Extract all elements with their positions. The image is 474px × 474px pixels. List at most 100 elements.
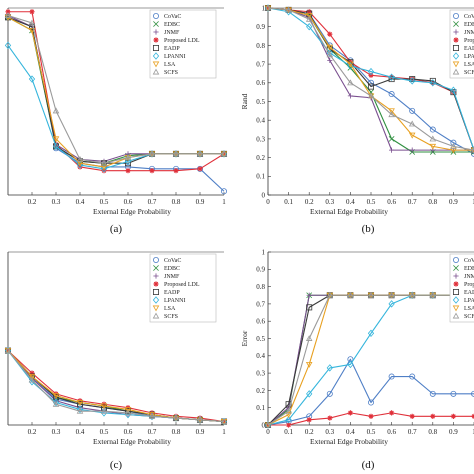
x-tick-label: 0.2	[305, 428, 314, 436]
data-point	[347, 62, 354, 70]
data-point	[77, 164, 83, 170]
y-tick-label: 0.3	[256, 370, 265, 378]
data-point	[76, 407, 84, 414]
y-tick-label: 0.2	[256, 154, 265, 162]
x-tick-label: 0.3	[52, 428, 61, 436]
legend-marker	[452, 61, 460, 68]
x-tick-label: 0.2	[28, 198, 37, 206]
x-tick-label: 0.3	[325, 198, 334, 206]
data-point	[450, 139, 457, 146]
data-point	[408, 291, 416, 298]
series-edbc	[265, 292, 474, 428]
data-point	[76, 160, 84, 167]
y-tick-label: 0.3	[256, 135, 265, 143]
y-axis-label: Error	[240, 330, 249, 346]
data-point	[429, 126, 436, 133]
x-tick-label: 0.4	[346, 428, 355, 436]
legend-marker	[153, 29, 159, 35]
y-tick-label: 0.4	[256, 352, 265, 360]
data-point	[124, 154, 132, 161]
data-point	[388, 291, 395, 298]
legend-marker	[453, 21, 459, 27]
legend-marker	[452, 12, 459, 19]
data-point	[305, 361, 313, 368]
data-point	[149, 168, 155, 174]
data-point	[450, 147, 457, 154]
data-point	[173, 168, 179, 174]
legend-entry: LPANNI	[164, 298, 185, 304]
series-line	[267, 358, 474, 426]
x-tick-label: 1	[472, 198, 474, 206]
data-point	[305, 15, 313, 22]
data-point	[76, 161, 84, 169]
data-point	[124, 409, 132, 416]
legend-entry: EADP	[164, 290, 180, 296]
data-point	[470, 146, 474, 153]
y-tick-label: 0.6	[256, 318, 265, 326]
series-covac	[264, 5, 474, 157]
series-proposed-ldl	[265, 410, 474, 428]
legend-entry: EADP	[464, 290, 474, 296]
data-point	[450, 390, 457, 397]
legend-entry: Proposed LDL	[164, 38, 200, 44]
panel-label: (b)	[362, 223, 375, 235]
y-axis-label: Rand	[240, 93, 249, 109]
data-point	[100, 165, 108, 173]
legend-marker	[452, 256, 459, 263]
legend-entry: EADP	[164, 46, 180, 52]
data-point	[148, 150, 156, 157]
data-point	[306, 9, 312, 15]
y-tick-label: 0.5	[256, 335, 265, 343]
data-point	[306, 292, 312, 298]
data-point	[429, 390, 436, 397]
legend-marker	[153, 37, 159, 43]
x-axis-label: External Edge Probability	[93, 207, 171, 216]
series-line	[267, 294, 474, 426]
x-tick-label: 0.7	[408, 198, 417, 206]
x-tick-label: 0	[266, 428, 270, 436]
data-point	[125, 168, 131, 174]
series-jnmf	[265, 5, 474, 153]
series-line	[267, 7, 474, 151]
data-point	[347, 360, 354, 369]
data-point	[264, 4, 272, 11]
data-point	[326, 291, 334, 298]
data-point	[4, 347, 12, 354]
series-jnmf	[265, 292, 474, 428]
series-line	[7, 350, 225, 423]
y-tick-label: 0	[262, 191, 266, 199]
data-point	[5, 9, 11, 15]
x-tick-label: 0.8	[172, 198, 181, 206]
legend-marker	[452, 312, 460, 319]
x-tick-label: 0.7	[148, 428, 157, 436]
x-tick-label: 0.4	[76, 198, 85, 206]
legend-marker	[152, 296, 160, 304]
x-axis-label: External Edge Probability	[93, 437, 171, 446]
series-lpanni	[264, 291, 474, 429]
data-point	[28, 374, 36, 380]
data-point	[408, 120, 416, 127]
series-line	[267, 7, 474, 155]
data-point	[285, 6, 292, 13]
data-point	[197, 166, 203, 172]
data-point	[28, 376, 36, 383]
series-scfs	[264, 4, 474, 153]
y-tick-label: 0.7	[256, 300, 265, 308]
legend-entry: EADP	[464, 46, 474, 52]
legend-marker	[452, 45, 459, 52]
legend-entry: CoVaC	[164, 258, 181, 264]
y-tick-label: 0.5	[256, 98, 265, 106]
series-line	[8, 11, 225, 172]
series-line	[7, 350, 225, 423]
data-point	[52, 393, 60, 400]
data-point	[388, 91, 395, 98]
y-tick-label: 1	[262, 248, 266, 256]
legend-marker	[453, 29, 459, 35]
x-tick-label: 0.3	[52, 198, 61, 206]
legend-marker	[452, 288, 459, 295]
series-lsa	[264, 292, 474, 429]
legend-box	[449, 253, 474, 323]
panel-label: (c)	[110, 459, 123, 471]
x-axis-label: External Edge Probability	[310, 207, 388, 216]
legend-entry: Proposed LDL	[164, 282, 200, 288]
